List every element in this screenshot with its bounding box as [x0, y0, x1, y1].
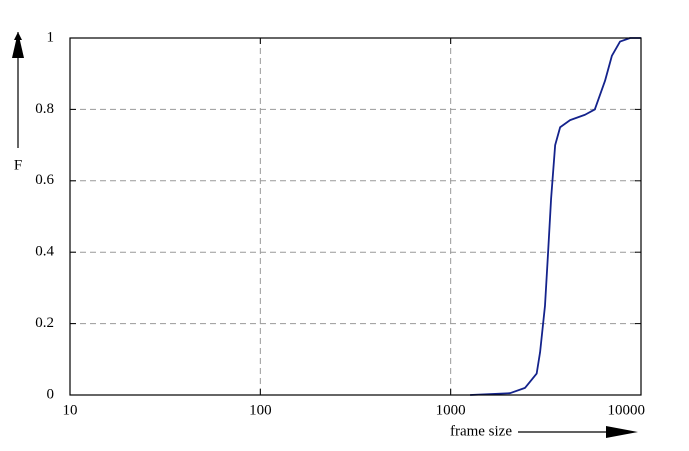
y-tick-label: 0	[47, 386, 55, 402]
x-tick-label: 10000	[608, 402, 646, 418]
x-arrow-head	[606, 426, 638, 438]
y-tick-label: 1	[47, 29, 55, 45]
y-axis-label: F	[14, 157, 22, 173]
data-line	[470, 37, 641, 396]
y-tick-label: 0.4	[35, 244, 54, 260]
x-tick-label: 100	[249, 402, 272, 418]
y-arrow-head	[12, 32, 24, 58]
x-axis-label: frame size	[450, 423, 512, 439]
y-tick-label: 0.6	[35, 172, 54, 188]
plot-frame	[69, 37, 642, 396]
y-tick-label: 0.2	[35, 315, 54, 331]
y-tick-label: 0.8	[35, 101, 54, 117]
x-tick-label: 10	[63, 402, 78, 418]
plot-area: 0 0.2 0.4 0.6 0.8 1 10 100 1000 10000	[35, 29, 645, 418]
x-tick-label: 1000	[436, 402, 466, 418]
